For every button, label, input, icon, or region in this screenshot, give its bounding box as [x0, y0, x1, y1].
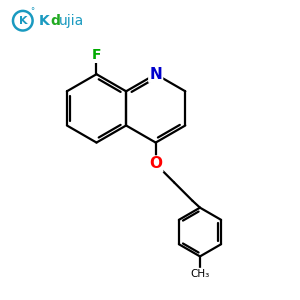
- Text: F: F: [92, 48, 101, 62]
- Text: d: d: [50, 14, 60, 28]
- Text: K: K: [39, 14, 50, 28]
- Text: CH₃: CH₃: [190, 268, 210, 279]
- Text: °: °: [31, 7, 35, 16]
- Text: O: O: [149, 157, 162, 172]
- Text: N: N: [149, 67, 162, 82]
- Text: K: K: [19, 16, 27, 26]
- Text: ujia: ujia: [59, 14, 84, 28]
